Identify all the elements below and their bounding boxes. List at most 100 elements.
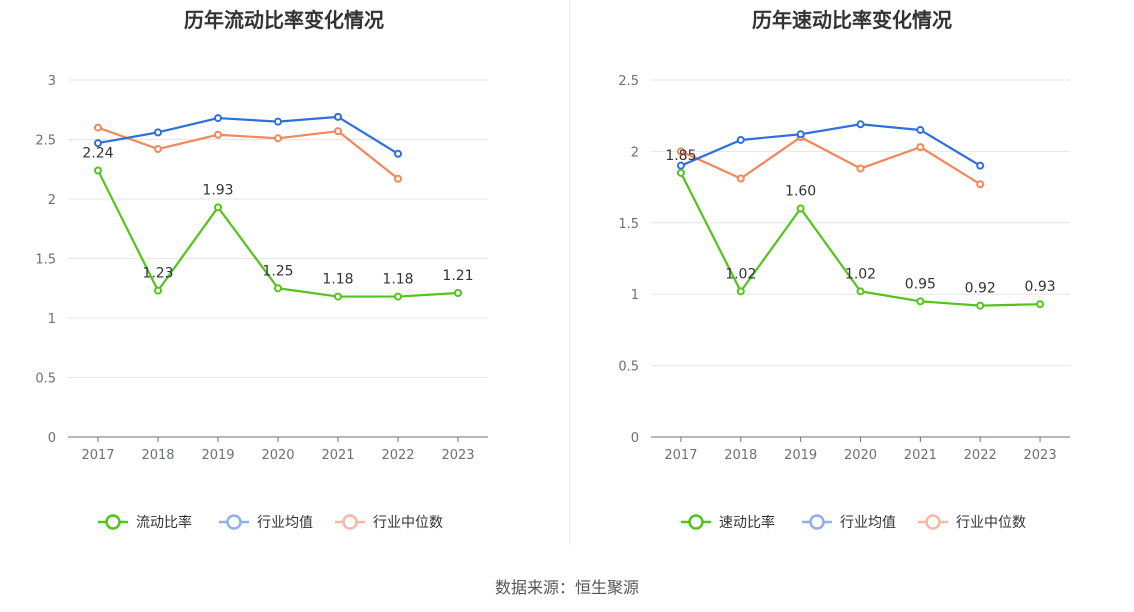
data-point <box>676 161 685 170</box>
data-label: 0.95 <box>905 276 936 292</box>
y-tick-label: 2 <box>631 145 639 160</box>
x-tick-label: 2018 <box>141 448 174 463</box>
chart-title: 历年速动比率变化情况 <box>752 8 952 32</box>
data-label: 2.24 <box>82 145 113 161</box>
data-point <box>394 174 402 183</box>
y-tick-label: 2 <box>48 193 56 208</box>
data-point <box>274 134 282 143</box>
series-line <box>680 123 981 167</box>
y-tick-label: 2.5 <box>618 74 639 89</box>
data-point <box>394 149 402 158</box>
data-source: 数据来源：恒生聚源 <box>494 578 639 597</box>
y-tick-label: 1.5 <box>35 253 56 268</box>
x-tick-label: 2021 <box>904 448 937 463</box>
x-tick-label: 2020 <box>844 448 877 463</box>
legend-marker <box>688 514 704 530</box>
data-point <box>676 147 685 156</box>
legend-label: 流动比率 <box>136 514 192 531</box>
data-point <box>214 203 222 212</box>
data-point <box>976 180 985 189</box>
data-label: 0.93 <box>1024 279 1055 295</box>
data-point <box>334 112 342 121</box>
current-ratio-plot: 0 0.5 1 1.5 2 2.5 3 2017 2018 2019 2020 2021 2022 202… <box>35 74 488 531</box>
y-tick-label: 1 <box>48 312 56 327</box>
data-point <box>856 120 865 129</box>
legend-label: 行业中位数 <box>373 515 443 531</box>
data-point <box>454 289 462 298</box>
data-point <box>94 166 102 175</box>
data-label: 1.23 <box>142 266 173 282</box>
data-point <box>856 287 865 296</box>
legend-marker <box>226 514 242 530</box>
data-point <box>94 123 102 132</box>
x-tick-label: 2021 <box>321 448 354 463</box>
series-line <box>97 126 399 180</box>
x-tick-label: 2022 <box>381 448 414 463</box>
data-point <box>736 287 745 296</box>
y-tick-label: 1.5 <box>618 217 639 232</box>
x-tick-label: 2019 <box>201 448 234 463</box>
data-point <box>916 143 925 152</box>
y-tick-label: 3 <box>48 74 56 89</box>
y-tick-label: 2.5 <box>35 134 56 149</box>
data-point <box>736 135 745 144</box>
legend-label: 行业均值 <box>257 515 313 531</box>
data-label: 1.02 <box>725 266 756 282</box>
data-point <box>274 284 282 293</box>
x-tick-label: 2017 <box>81 448 114 463</box>
data-point <box>334 292 342 301</box>
x-tick-label: 2020 <box>261 448 294 463</box>
panel-divider <box>569 0 570 545</box>
data-point <box>916 297 925 306</box>
data-point <box>214 130 222 139</box>
data-point <box>976 301 985 310</box>
legend-marker <box>105 514 121 530</box>
data-point <box>1036 300 1045 309</box>
quick-ratio-chart: 历年速动比率变化情况 0 0.5 1 1.5 2 2.5 2017 2018 2019 2020 2… <box>570 0 1134 560</box>
x-tick-label: 2019 <box>784 448 817 463</box>
x-tick-label: 2018 <box>724 448 757 463</box>
legend-label: 行业均值 <box>840 515 896 531</box>
chart-title: 历年流动比率变化情况 <box>184 8 384 32</box>
series-line <box>97 115 399 155</box>
data-point <box>796 204 805 213</box>
legend-marker <box>342 514 358 530</box>
data-label: 1.85 <box>665 148 696 164</box>
current-ratio-chart: 历年流动比率变化情况 0 0.5 1 1.5 2 2.5 3 2017 2018 2019 2020… <box>0 0 568 560</box>
data-label: 1.93 <box>202 182 233 198</box>
legend-marker <box>809 514 825 530</box>
x-tick-label: 2023 <box>441 448 474 463</box>
data-label: 1.18 <box>322 272 353 288</box>
data-point <box>334 127 342 136</box>
data-label: 1.18 <box>382 272 413 288</box>
legend-label: 速动比率 <box>719 514 775 531</box>
y-tick-label: 0.5 <box>618 360 639 375</box>
x-tick-label: 2017 <box>664 448 697 463</box>
data-label: 1.25 <box>262 263 293 279</box>
data-point <box>916 125 925 134</box>
data-label: 1.60 <box>785 184 816 200</box>
series-line <box>680 136 981 186</box>
legend-label: 行业中位数 <box>956 515 1026 531</box>
data-point <box>676 168 685 177</box>
x-tick-label: 2023 <box>1024 448 1057 463</box>
data-point <box>214 114 222 123</box>
data-label: 0.92 <box>965 281 996 297</box>
data-point <box>154 286 162 295</box>
y-tick-label: 0.5 <box>35 372 56 387</box>
data-point <box>274 117 282 126</box>
data-point <box>394 292 402 301</box>
y-tick-label: 1 <box>631 288 639 303</box>
quick-ratio-plot: 0 0.5 1 1.5 2 2.5 2017 2018 2019 2020 2021 2022 2023… <box>618 74 1070 531</box>
y-tick-label: 0 <box>48 431 56 446</box>
data-point <box>154 128 162 137</box>
data-point <box>94 139 102 148</box>
legend-marker <box>925 514 941 530</box>
data-point <box>154 145 162 154</box>
data-point <box>736 174 745 183</box>
data-point <box>856 164 865 173</box>
data-point <box>796 130 805 139</box>
y-tick-label: 0 <box>631 431 639 446</box>
data-label: 1.21 <box>442 268 473 284</box>
x-tick-label: 2022 <box>964 448 997 463</box>
